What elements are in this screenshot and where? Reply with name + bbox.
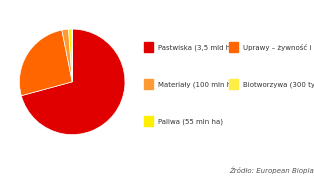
Text: Uprawy – żywność i pasze (1,29 mld ha): Uprawy – żywność i pasze (1,29 mld ha) xyxy=(243,43,314,51)
Wedge shape xyxy=(19,30,72,96)
Wedge shape xyxy=(68,29,72,82)
Wedge shape xyxy=(21,29,125,135)
Text: Źródło: European Bioplastics: Źródło: European Bioplastics xyxy=(229,166,314,174)
Text: Pastwiska (3,5 mld ha): Pastwiska (3,5 mld ha) xyxy=(158,44,237,51)
Text: Paliwa (55 mln ha): Paliwa (55 mln ha) xyxy=(158,118,223,125)
Text: Materiały (100 mln ha): Materiały (100 mln ha) xyxy=(158,81,238,88)
Text: Biotworzywa (300 tys. ha): Biotworzywa (300 tys. ha) xyxy=(243,81,314,88)
Wedge shape xyxy=(62,29,72,82)
